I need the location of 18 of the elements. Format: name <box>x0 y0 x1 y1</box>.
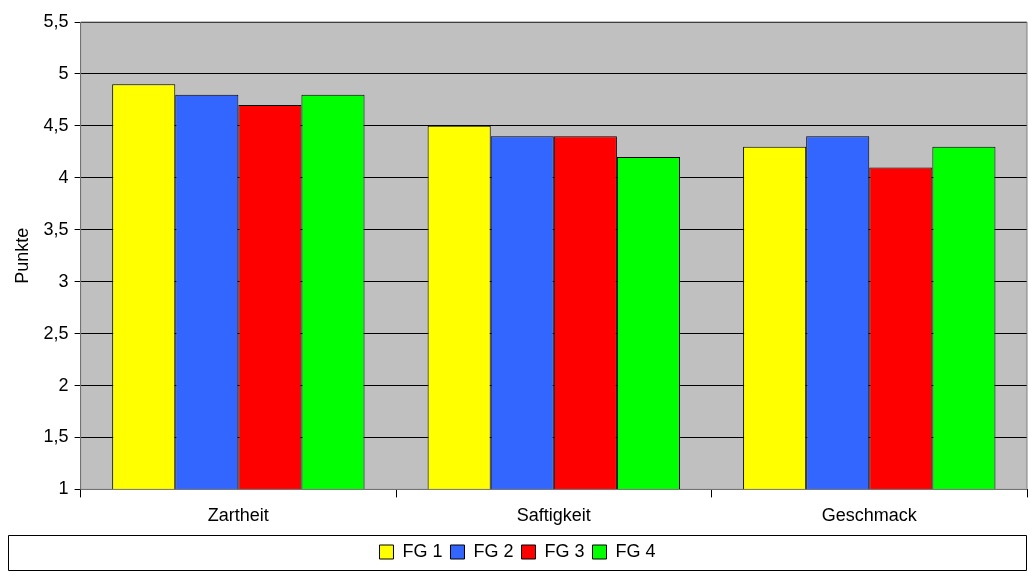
y-tick-label: 5,5 <box>43 10 69 31</box>
y-tick-label: 4 <box>58 166 69 187</box>
x-tick-label: Saftigkeit <box>516 505 591 526</box>
y-tick-label: 4,5 <box>43 114 69 135</box>
legend-label: FG 2 <box>473 540 514 561</box>
y-tick-label: 2 <box>58 374 69 395</box>
y-tick-label: 3 <box>58 270 69 291</box>
y-tick-label: 2,5 <box>43 322 69 343</box>
y-axis-title: Punkte <box>11 227 32 284</box>
y-tick-label: 5 <box>58 62 69 83</box>
y-tick-label: 3,5 <box>43 218 69 239</box>
y-tick-label: 1,5 <box>43 426 69 447</box>
x-tick-label: Geschmack <box>821 505 918 526</box>
y-tick-label: 1 <box>58 478 69 499</box>
legend-label: FG 4 <box>615 540 656 561</box>
legend-label: FG 3 <box>544 540 585 561</box>
x-tick-label: Zartheit <box>207 505 269 526</box>
legend-label: FG 1 <box>402 540 443 561</box>
